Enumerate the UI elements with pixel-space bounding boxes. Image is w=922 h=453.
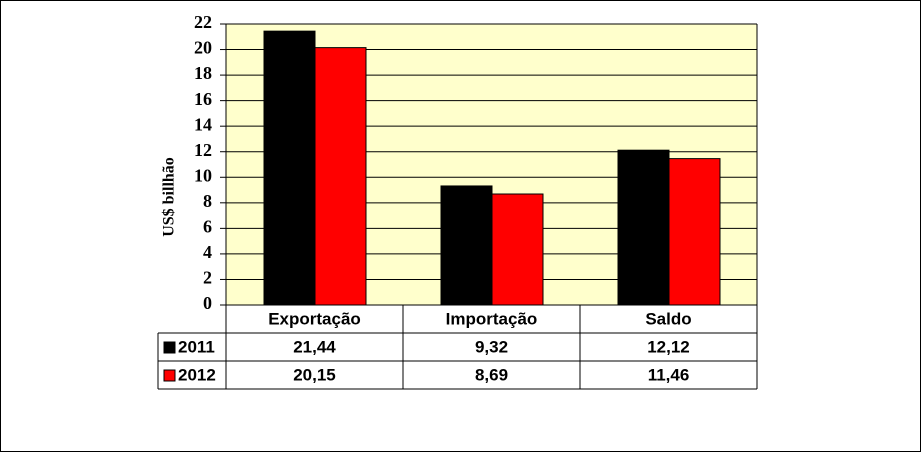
y-tick-label: 6 bbox=[203, 216, 212, 236]
legend-key bbox=[163, 341, 176, 354]
y-tick-label: 8 bbox=[203, 191, 212, 211]
y-tick-label: 0 bbox=[203, 293, 212, 313]
legend-label: 2011 bbox=[178, 337, 215, 356]
table-value: 21,44 bbox=[293, 337, 336, 356]
y-tick-label: 12 bbox=[194, 140, 212, 160]
y-tick-label: 20 bbox=[194, 38, 212, 58]
table-value: 12,12 bbox=[647, 337, 690, 356]
bar bbox=[440, 185, 493, 306]
y-tick-label: 14 bbox=[194, 114, 212, 134]
y-axis-title: US$ billhão bbox=[161, 157, 178, 237]
table-value: 9,32 bbox=[475, 337, 508, 356]
legend-label: 2012 bbox=[178, 365, 216, 384]
table-value: 8,69 bbox=[475, 365, 508, 384]
x-tick-label: Exportação bbox=[268, 309, 361, 328]
y-tick-label: 4 bbox=[203, 242, 212, 262]
legend-key bbox=[163, 369, 176, 382]
bar bbox=[263, 30, 316, 306]
x-tick-label: Importação bbox=[446, 309, 538, 328]
bar bbox=[668, 158, 721, 306]
y-tick-label: 2 bbox=[203, 268, 212, 288]
bar bbox=[617, 149, 670, 306]
y-tick-label: 16 bbox=[194, 89, 212, 109]
bar bbox=[491, 193, 544, 306]
bar bbox=[314, 47, 367, 306]
y-tick-label: 22 bbox=[194, 12, 212, 32]
table-value: 20,15 bbox=[293, 365, 336, 384]
y-tick-label: 18 bbox=[194, 63, 212, 83]
y-tick-label: 10 bbox=[194, 165, 212, 185]
x-tick-label: Saldo bbox=[645, 309, 691, 328]
table-value: 11,46 bbox=[648, 365, 690, 384]
